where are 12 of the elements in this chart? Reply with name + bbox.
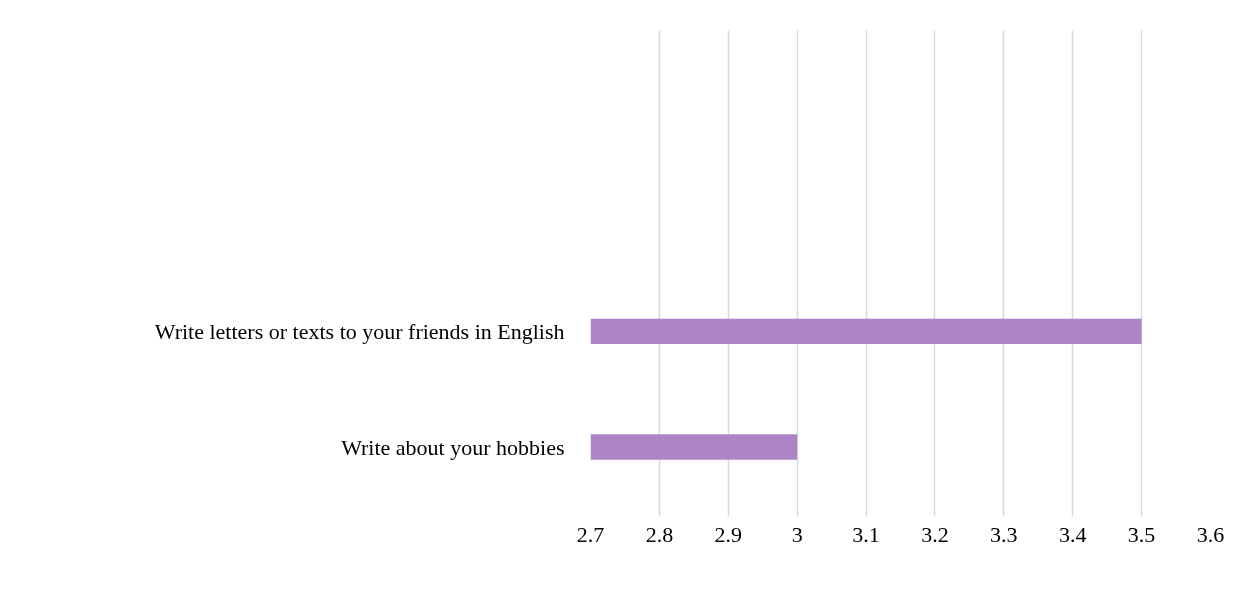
y-tick-label: Write about your hobbies	[341, 434, 565, 460]
x-tick-label: 2.7	[576, 521, 605, 547]
x-tick-label: 3.5	[1127, 521, 1156, 547]
x-tick-label: 3.3	[990, 521, 1018, 547]
x-tick-label: 2.9	[714, 521, 743, 547]
x-tick-label: 3.2	[921, 521, 949, 547]
x-tick-label: 2.8	[645, 521, 674, 547]
x-tick-label: 3.6	[1196, 521, 1225, 547]
x-tick-label: 3.1	[852, 521, 880, 547]
y-tick-label: Write letters or texts to your friends in English	[154, 318, 565, 344]
x-tick-label: 3	[791, 521, 803, 547]
x-tick-label: 3.4	[1058, 521, 1087, 547]
